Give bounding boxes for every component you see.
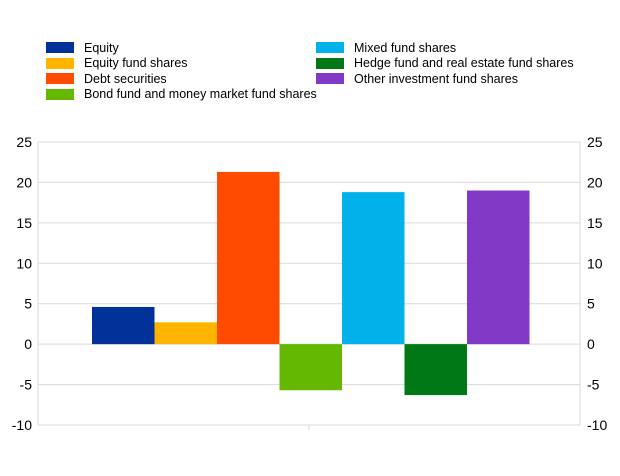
legend-label: Equity fund shares bbox=[84, 56, 188, 71]
y-tick-label-right: 5 bbox=[587, 296, 595, 312]
y-tick-label-left: -10 bbox=[12, 417, 32, 433]
bar-hedge-fund-and-real-estate-fund-shares bbox=[404, 344, 467, 396]
legend-item-hedge-fund: Hedge fund and real estate fund shares bbox=[316, 56, 574, 72]
bar-equity-fund-shares bbox=[154, 322, 217, 345]
legend-label: Debt securities bbox=[84, 71, 167, 86]
bar-bond-fund-and-money-market-fund-shares bbox=[279, 344, 342, 391]
legend-label: Bond fund and money market fund shares bbox=[84, 87, 317, 102]
legend-label: Hedge fund and real estate fund shares bbox=[354, 56, 574, 71]
bar-mixed-fund-shares bbox=[342, 192, 405, 345]
y-tick-label-right: 15 bbox=[587, 215, 603, 231]
legend-label: Other investment fund shares bbox=[354, 71, 518, 86]
legend-item-bond-fund: Bond fund and money market fund shares bbox=[46, 87, 317, 103]
legend-item-mixed-fund-shares: Mixed fund shares bbox=[316, 40, 574, 56]
legend-column-right: Mixed fund shares Hedge fund and real es… bbox=[316, 40, 574, 87]
bar-equity bbox=[92, 306, 155, 345]
y-tick-label-right: 0 bbox=[587, 336, 595, 352]
y-tick-label-left: 0 bbox=[24, 336, 32, 352]
y-tick-label-left: 5 bbox=[24, 296, 32, 312]
legend-column-left: Equity Equity fund shares Debt securitie… bbox=[46, 40, 317, 102]
y-tick-label-right: -5 bbox=[587, 377, 600, 393]
bar-debt-securities bbox=[217, 171, 280, 345]
y-tick-label-left: 20 bbox=[16, 174, 32, 190]
legend-swatch bbox=[46, 73, 74, 85]
y-tick-label-right: 10 bbox=[587, 255, 603, 271]
legend-swatch bbox=[316, 73, 344, 85]
bar-other-investment-fund-shares bbox=[467, 190, 530, 345]
y-tick-label-right: -10 bbox=[587, 417, 607, 433]
y-tick-label-left: 10 bbox=[16, 255, 32, 271]
y-tick-label-left: 25 bbox=[16, 134, 32, 150]
legend-item-equity-fund-shares: Equity fund shares bbox=[46, 56, 317, 72]
legend-swatch bbox=[46, 88, 74, 100]
y-tick-label-left: -5 bbox=[20, 377, 33, 393]
legend-item-debt-securities: Debt securities bbox=[46, 71, 317, 87]
legend-swatch bbox=[316, 57, 344, 69]
legend-swatch bbox=[46, 57, 74, 69]
legend-label: Equity bbox=[84, 40, 119, 55]
legend-swatch bbox=[316, 42, 344, 54]
y-tick-label-right: 25 bbox=[587, 134, 603, 150]
legend-swatch bbox=[46, 42, 74, 54]
legend-item-other-investment: Other investment fund shares bbox=[316, 71, 574, 87]
y-tick-label-left: 15 bbox=[16, 215, 32, 231]
legend-label: Mixed fund shares bbox=[354, 40, 457, 55]
legend-item-equity: Equity bbox=[46, 40, 317, 56]
y-tick-label-right: 20 bbox=[587, 174, 603, 190]
